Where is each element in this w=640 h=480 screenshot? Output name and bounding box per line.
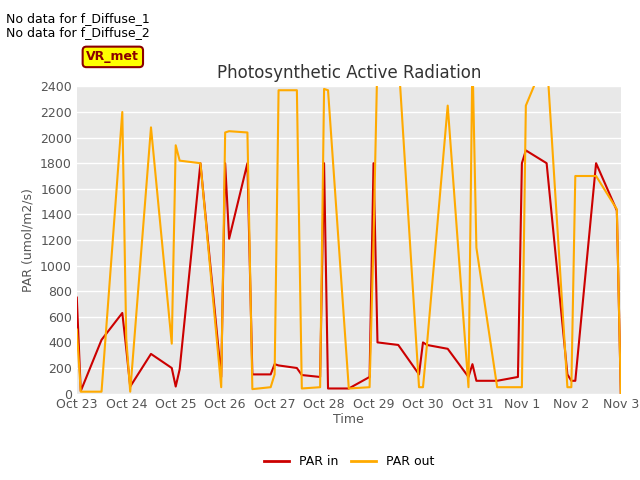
Text: No data for f_Diffuse_1: No data for f_Diffuse_1 [6,12,150,25]
Text: No data for f_Diffuse_2: No data for f_Diffuse_2 [6,26,150,39]
Title: Photosynthetic Active Radiation: Photosynthetic Active Radiation [216,64,481,82]
Y-axis label: PAR (umol/m2/s): PAR (umol/m2/s) [22,188,35,292]
Text: VR_met: VR_met [86,50,140,63]
X-axis label: Time: Time [333,413,364,426]
Legend: PAR in, PAR out: PAR in, PAR out [259,450,439,473]
